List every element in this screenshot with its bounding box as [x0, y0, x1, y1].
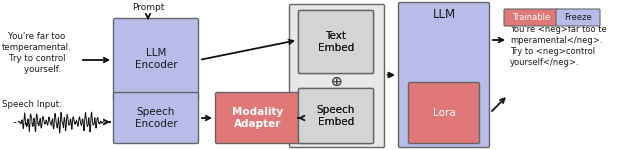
Text: LLM: LLM [433, 8, 456, 21]
Text: Speech
Embed: Speech Embed [317, 105, 355, 127]
Text: -: - [12, 117, 16, 127]
FancyBboxPatch shape [556, 9, 600, 26]
Text: $\oplus$: $\oplus$ [330, 75, 342, 89]
Text: Text
Embed: Text Embed [318, 31, 354, 53]
FancyBboxPatch shape [113, 93, 198, 144]
Text: Freeze: Freeze [564, 13, 592, 22]
Text: You're far too
temperamental.
Try to control
    yourself.: You're far too temperamental. Try to con… [2, 32, 72, 74]
Text: Lora: Lora [433, 108, 456, 118]
Text: You're <neg>far too te
mperamental</neg>.
Try to <neg>control
yourself</neg>.: You're <neg>far too te mperamental</neg>… [510, 25, 607, 67]
FancyBboxPatch shape [289, 4, 385, 147]
FancyBboxPatch shape [216, 93, 301, 144]
FancyBboxPatch shape [504, 9, 558, 26]
FancyBboxPatch shape [298, 11, 374, 74]
FancyBboxPatch shape [408, 82, 479, 144]
Text: Speech Input:: Speech Input: [2, 100, 62, 109]
Text: LLM
Encoder: LLM Encoder [134, 48, 177, 70]
Text: Speech
Embed: Speech Embed [317, 105, 355, 127]
Text: Modality
Adapter: Modality Adapter [232, 107, 284, 129]
FancyBboxPatch shape [399, 3, 490, 147]
Text: $\oplus$: $\oplus$ [330, 75, 342, 89]
Text: Speech
Encoder: Speech Encoder [134, 107, 177, 129]
Text: Text
Embed: Text Embed [318, 31, 354, 53]
FancyBboxPatch shape [298, 11, 374, 74]
Text: Prompt: Prompt [132, 3, 164, 12]
FancyBboxPatch shape [113, 18, 198, 99]
FancyBboxPatch shape [298, 88, 374, 144]
Text: Trainable: Trainable [512, 13, 550, 22]
FancyBboxPatch shape [298, 88, 374, 144]
